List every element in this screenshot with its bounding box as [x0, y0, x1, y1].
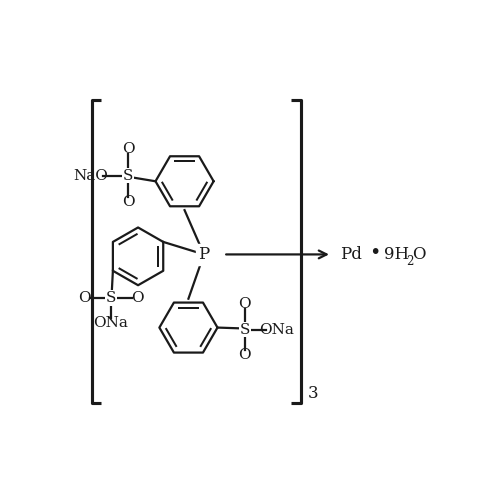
- Text: Pd: Pd: [340, 246, 362, 263]
- Text: 3: 3: [308, 384, 318, 402]
- Text: ONa: ONa: [260, 322, 294, 336]
- Text: O: O: [78, 290, 91, 304]
- Text: ONa: ONa: [94, 316, 128, 330]
- Text: S: S: [106, 290, 116, 304]
- Text: •: •: [369, 243, 380, 262]
- Text: O: O: [131, 290, 143, 304]
- Text: P: P: [198, 246, 209, 263]
- Text: NaO: NaO: [73, 168, 108, 182]
- Text: O: O: [122, 194, 134, 208]
- Text: O: O: [238, 298, 251, 312]
- Text: O: O: [412, 246, 426, 263]
- Text: 9H: 9H: [384, 246, 409, 263]
- Text: S: S: [123, 168, 134, 182]
- Text: 2: 2: [406, 255, 414, 268]
- Text: O: O: [122, 142, 134, 156]
- Text: S: S: [240, 322, 250, 336]
- Text: O: O: [238, 348, 251, 362]
